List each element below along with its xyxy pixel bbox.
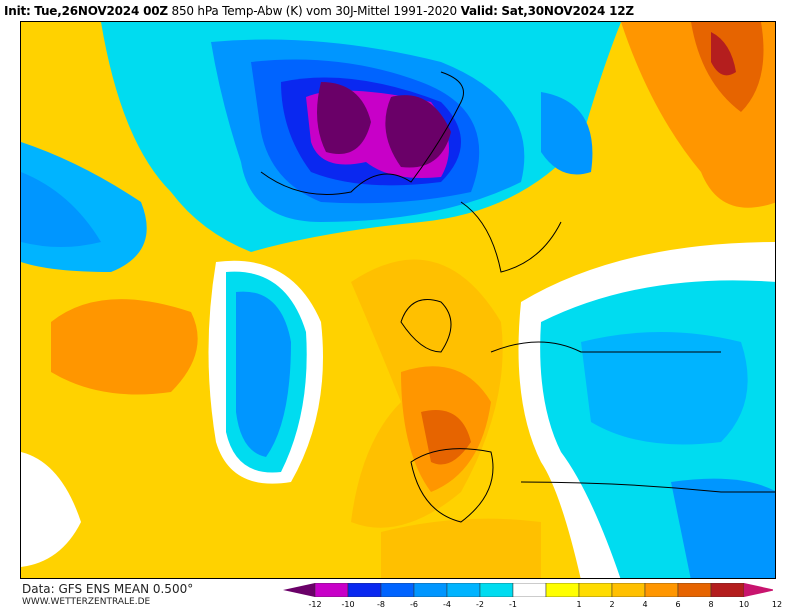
- legend-tick-label: -12: [308, 600, 322, 609]
- valid-time: Sat,30NOV2024 12Z: [501, 4, 634, 18]
- legend-swatch: [611, 583, 646, 597]
- legend-tick-label: -8: [377, 600, 385, 609]
- legend-arrow-high: [744, 583, 773, 597]
- legend-swatch: [413, 583, 448, 597]
- legend-tick-label: 12: [771, 600, 783, 609]
- legend-swatch: [512, 583, 547, 597]
- website: WWW.WETTERZENTRALE.DE: [22, 597, 151, 607]
- legend-swatch: [347, 583, 382, 597]
- legend-tick-label: -2: [476, 600, 484, 609]
- legend-swatch: [644, 583, 679, 597]
- legend-swatch: [380, 583, 415, 597]
- legend-tick-label: -4: [443, 600, 451, 609]
- legend-swatch: [545, 583, 580, 597]
- legend-swatch: [578, 583, 613, 597]
- temperature-anomaly-map: [20, 21, 776, 579]
- legend-tick-label: -1: [509, 600, 517, 609]
- valid-label: Valid:: [460, 4, 498, 18]
- legend-swatch: [446, 583, 481, 597]
- legend-arrow-low: [283, 583, 315, 597]
- legend-tick-label: 8: [708, 600, 714, 609]
- legend-swatch: [677, 583, 712, 597]
- legend-tick-label: 10: [738, 600, 750, 609]
- warm-anomaly-atlantic: [51, 299, 198, 395]
- coastlines: [260, 71, 775, 523]
- legend-tick-label: 6: [675, 600, 681, 609]
- legend-swatch: [710, 583, 745, 597]
- legend-tick-label: 1: [576, 600, 582, 609]
- data-source: Data: GFS ENS MEAN 0.500°: [22, 582, 194, 596]
- color-legend: [283, 583, 773, 597]
- legend-tick-label: 4: [642, 600, 648, 609]
- legend-tick-label: 2: [609, 600, 615, 609]
- map-description: 850 hPa Temp-Abw (K) vom 30J-Mittel 1991…: [171, 4, 458, 18]
- legend-tick-label: -10: [341, 600, 355, 609]
- legend-swatch: [479, 583, 514, 597]
- init-label: Init:: [4, 4, 31, 18]
- legend-tick-label: -6: [410, 600, 418, 609]
- map-title: Init: Tue,26NOV2024 00Z 850 hPa Temp-Abw…: [4, 4, 634, 18]
- legend-swatch: [314, 583, 349, 597]
- init-time: Tue,26NOV2024 00Z: [34, 4, 168, 18]
